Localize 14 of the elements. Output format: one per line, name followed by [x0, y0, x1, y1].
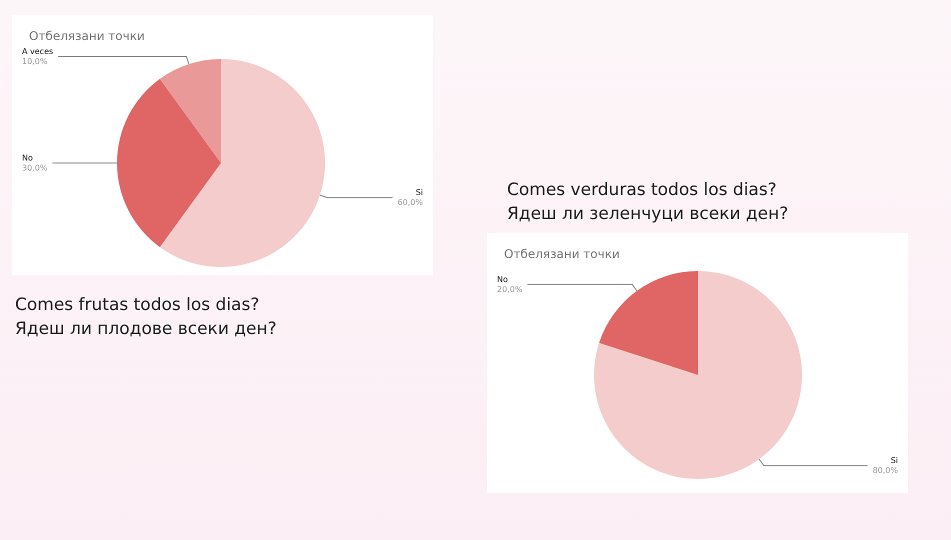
slice-label: No: [497, 274, 508, 284]
data-label: 20,0%: [497, 284, 523, 294]
slice-label: A veces: [22, 46, 54, 56]
data-label: 10,0%: [22, 56, 48, 66]
slice-label: Si: [416, 188, 423, 198]
chart-title: Отбелязани точки: [504, 247, 620, 261]
data-label: 30,0%: [22, 164, 48, 172]
data-label: 60,0%: [398, 198, 424, 208]
chart-title: Отбелязани точки: [29, 29, 145, 43]
data-label: 80,0%: [872, 466, 898, 476]
chart-subtitle: Comes verduras todos los dias? Ядеш ли зеленчуци всеки ден?: [507, 179, 788, 226]
slice-label: Si: [890, 456, 898, 466]
slice-label: No: [22, 154, 33, 162]
text: Comes frutas todos los dias? Ядеш ли плодове всеки ден?: [15, 294, 277, 341]
